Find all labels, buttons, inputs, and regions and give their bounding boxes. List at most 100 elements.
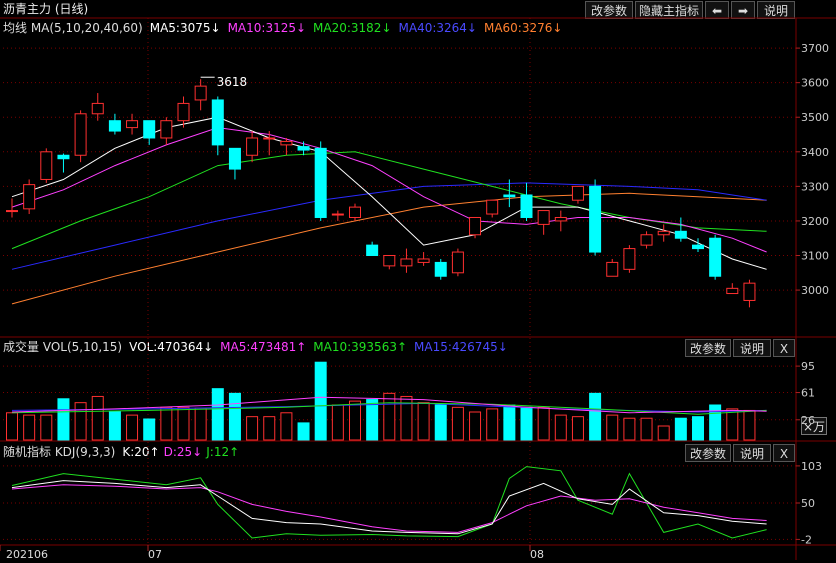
candle-up [91,102,104,115]
y-tick-label: 3700 [801,42,829,55]
volume-bar-up [74,402,87,441]
candle-down [57,154,70,160]
vol-ma10-value: MA10:393563↑ [313,340,408,354]
candle-down [520,194,533,218]
candle-up [194,85,207,101]
ma10-line [11,127,767,253]
volume-bar-up [40,414,53,441]
volume-bar-up [537,406,550,441]
vol-ma5-line [11,396,767,414]
x-label-jul: 07 [148,548,162,561]
volume-bar-up [194,407,207,441]
candle-up [571,185,584,201]
candle-down [297,146,310,151]
volume-bar-up [554,414,567,441]
volume-bar-down [434,404,447,441]
candle-up [263,137,276,140]
volume-bar-up [469,411,482,441]
volume-bar-up [623,417,636,441]
kdj-d-line [11,484,767,533]
candle-up [246,137,259,156]
ma20-line [11,151,767,250]
vol-unit-label: ×万 [801,417,827,435]
volume-bar-up [246,416,259,441]
vol-ma5-value: MA5:473481↑ [220,340,307,354]
candle-up [486,199,499,215]
candle-down [709,237,722,277]
candle-up [417,258,430,263]
volume-bar-up [606,414,619,441]
vol-ma15-value: MA15:426745↓ [414,340,508,354]
volume-bar-up [400,395,413,441]
volume-bar-up [160,406,173,441]
kdj-legend: 随机指标 KDJ(9,3,3) K:20↑ D:25↓ J:12↑ [3,444,246,461]
candle-down [692,244,704,250]
volume-bar-down [692,416,704,441]
candle-up [537,210,550,225]
candle-up [606,261,619,277]
kdj-params-button[interactable]: 改参数 [685,444,731,462]
volume-bar-up [6,412,18,441]
candle-up [160,120,173,139]
volume-bar-up [451,406,464,441]
vol-params-button[interactable]: 改参数 [685,339,731,357]
candle-down [503,194,516,198]
volume-bar-up [571,416,584,441]
volume-bar-up [743,409,756,441]
candle-up [331,213,344,216]
candle-down [314,147,327,218]
y-tick-label: 3100 [801,250,829,263]
candle-down [674,230,687,239]
kdj-help-button[interactable]: 说明 [733,444,771,462]
candle-up [74,113,87,156]
candle-up [726,287,739,295]
y-tick-label: -2 [801,533,812,546]
candle-down [589,185,602,253]
candle-up [280,140,293,146]
y-tick-label: 3300 [801,180,829,193]
vol-help-button[interactable]: 说明 [733,339,771,357]
ma40-line [11,182,767,270]
volume-bar-up [23,414,36,441]
volume-bar-down [297,422,310,441]
volume-bar-up [640,417,653,441]
ma60-value: MA60:3276↓ [483,21,563,35]
vol-close-button[interactable]: X [773,339,795,357]
volume-bar-down [709,404,722,441]
x-label-jun: 202106 [6,548,48,561]
candle-up [657,230,670,236]
chart-title: 沥青主力 (日线) [3,2,89,16]
candle-down [366,244,379,257]
volume-bar-down [211,388,224,441]
x-label-aug: 08 [530,548,544,561]
volume-bar-up [280,412,293,441]
volume-bar-up [91,395,104,441]
y-tick-label: 103 [801,460,822,473]
candle-up [451,251,464,274]
candle-down [228,147,241,170]
volume-bar-up [349,400,361,441]
kdj-close-button[interactable]: X [773,444,795,462]
y-tick-label: 95 [801,360,815,373]
vol-legend: 成交量 VOL(5,10,15) VOL:470364↓ MA5:473481↑ MA… [3,339,515,356]
vol-ma10-line [11,402,767,415]
volume-bar-down [57,398,70,441]
volume-bar-down [228,392,241,441]
candle-up [743,282,756,301]
volume-bar-up [657,425,670,441]
volume-bar-down [520,406,533,441]
ma40-value: MA40:3264↓ [398,21,477,35]
y-tick-label: 3200 [801,215,829,228]
volume-bar-down [674,417,687,441]
y-tick-label: 3400 [801,146,829,159]
ma5-value: MA5:3075↓ [149,21,221,35]
ma-legend: 均线 MA(5,10,20,40,60) MA5:3075↓ MA10:3125↓ M… [3,20,569,37]
kdj-d-value: D:25↓ [163,445,203,459]
volume-bar-up [263,416,276,441]
kdj-legend-name: 随机指标 KDJ(9,3,3) [3,445,116,459]
candle-up [469,216,482,236]
candle-up [40,151,53,180]
volume-bar-up [417,402,430,441]
volume-bar-down [589,392,602,441]
